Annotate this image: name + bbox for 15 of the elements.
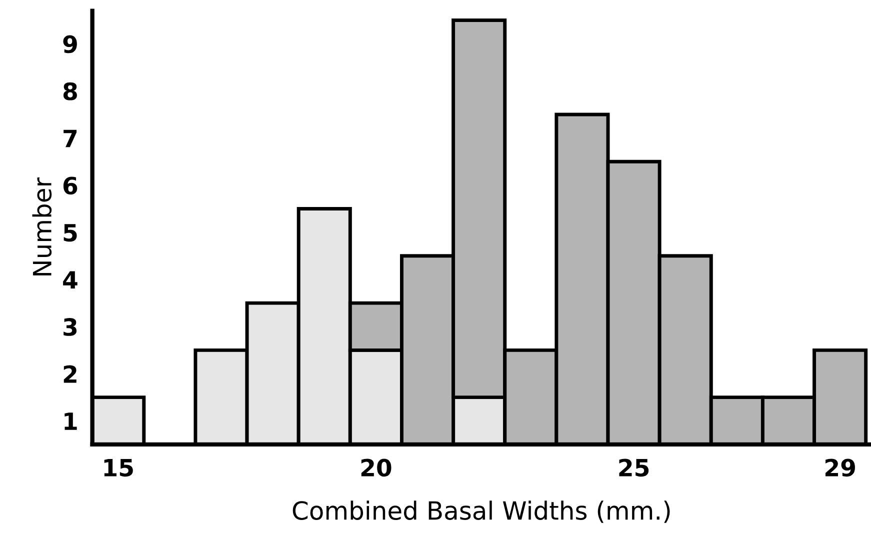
y-axis-title: Number [32, 177, 52, 276]
y-tick-label: 6 [63, 176, 78, 195]
y-tick-label: 7 [64, 130, 77, 148]
y-tick-label: 5 [64, 224, 77, 242]
y-tick-label: 8 [63, 82, 77, 100]
y-tick-label: 4 [63, 271, 78, 288]
x-tick-label: 15 [104, 459, 133, 477]
y-tick-label: 9 [63, 35, 77, 54]
y-tick-label: 3 [64, 318, 77, 336]
y-tick-label: 2 [64, 365, 76, 383]
x-axis-title: Combined Basal Widths (mm.) [292, 500, 670, 523]
x-tick-label: 20 [361, 458, 392, 477]
x-tick-label: 29 [826, 458, 855, 477]
x-tick-label: 25 [619, 458, 649, 477]
y-tick-label: 1 [64, 412, 77, 430]
